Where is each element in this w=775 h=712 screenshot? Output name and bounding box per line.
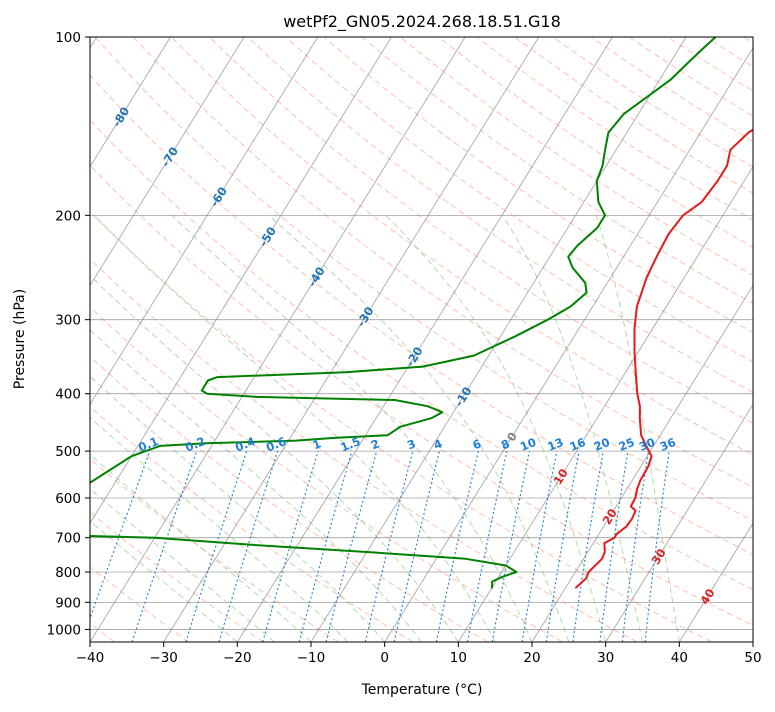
dry-adiabat (0, 37, 338, 642)
dry-adiabat (0, 37, 264, 642)
isotherm-line (16, 37, 391, 642)
isotherm-line (385, 37, 760, 642)
isotherm-line (606, 37, 775, 642)
x-tick-label: 30 (597, 650, 614, 666)
y-tick-label: 300 (55, 313, 81, 329)
dry-adiabat (362, 37, 775, 642)
mixing-ratio-label: 6 (471, 436, 484, 452)
isotherm-label: -70 (158, 144, 181, 169)
moist-adiabat (32, 215, 458, 642)
isotherm-line (237, 37, 612, 642)
mixing-ratio-line (299, 451, 352, 642)
dry-adiabat (439, 37, 775, 642)
dry-adiabat (477, 37, 775, 642)
isotherm-label: -60 (207, 184, 230, 209)
dry-adiabat (210, 37, 775, 642)
y-tick-label: 100 (55, 30, 81, 46)
isotherm-label: -10 (452, 384, 475, 409)
y-tick-label: 600 (55, 491, 81, 507)
mixing-ratio-line (436, 451, 478, 642)
y-tick-label: 800 (55, 565, 81, 581)
x-tick-label: −20 (223, 650, 252, 666)
mixing-ratio-line (132, 451, 197, 642)
x-tick-label: 40 (671, 650, 688, 666)
dry-adiabat (0, 37, 562, 642)
moist-adiabat (503, 215, 643, 642)
isotherm-label: -80 (109, 104, 132, 129)
y-tick-label: 500 (55, 444, 81, 460)
x-tick-label: 10 (450, 650, 467, 666)
x-axis-label: Temperature (°C) (361, 682, 483, 698)
isotherm-label: 40 (697, 586, 717, 607)
mixing-ratio-label: 0.1 (136, 434, 160, 455)
y-axis-label: Pressure (hPa) (12, 289, 28, 389)
mixing-ratio-label: 4 (432, 436, 445, 452)
y-tick-label: 700 (55, 531, 81, 547)
dry-adiabat (591, 37, 775, 642)
mixing-ratio-line (394, 451, 439, 642)
isotherm-label: -40 (305, 264, 328, 289)
dry-adiabat (706, 37, 775, 642)
mixing-ratio-label: 2 (369, 436, 382, 452)
moist-adiabat (0, 215, 311, 642)
isotherm-line (753, 37, 775, 642)
y-tick-label: 1000 (47, 622, 81, 638)
mixing-ratio-line (573, 451, 604, 642)
mixing-ratio-line (468, 451, 507, 642)
isotherm-label: -50 (256, 224, 279, 249)
x-tick-label: −40 (76, 650, 105, 666)
dry-adiabat (95, 37, 775, 642)
x-tick-label: −10 (297, 650, 326, 666)
x-tick-label: 0 (380, 650, 389, 666)
y-tick-label: 400 (55, 387, 81, 403)
y-tick-label: 900 (55, 595, 81, 611)
mixing-ratio-line (492, 451, 529, 642)
moist-adiabat (94, 215, 495, 642)
isotherm-label: -30 (354, 304, 377, 329)
dry-adiabat (744, 37, 775, 642)
isotherm-label: 30 (648, 546, 668, 567)
mixing-ratio-line (82, 451, 150, 642)
y-tick-label: 200 (55, 208, 81, 224)
dry-adiabat (248, 37, 775, 642)
dry-adiabat (400, 37, 775, 642)
isotherm-line (458, 37, 775, 642)
moist-adiabat (0, 215, 237, 642)
chart-title: wetPf2_GN05.2024.268.18.51.G18 (283, 12, 561, 32)
mixing-ratio-line (622, 451, 648, 642)
moist-adiabat (386, 215, 606, 642)
dry-adiabat (0, 37, 189, 642)
mixing-ratio-line (186, 451, 247, 642)
x-tick-label: 20 (523, 650, 540, 666)
mixing-ratio-line (365, 451, 413, 642)
isotherm-line (0, 37, 318, 642)
dry-adiabat (0, 37, 637, 642)
mixing-ratio-label: 0.6 (264, 434, 288, 455)
mixing-ratio-label: 3 (405, 436, 418, 452)
moist-adiabat (172, 215, 532, 642)
isotherm-line (679, 37, 775, 642)
mixing-ratio-label: 0.2 (183, 434, 207, 455)
x-tick-label: −30 (149, 650, 178, 666)
x-tick-label: 50 (744, 650, 761, 666)
isotherm-line (90, 37, 465, 642)
dry-adiabat (0, 37, 488, 642)
dry-adiabat (667, 37, 775, 642)
mixing-ratio-label: 0.4 (233, 434, 257, 455)
